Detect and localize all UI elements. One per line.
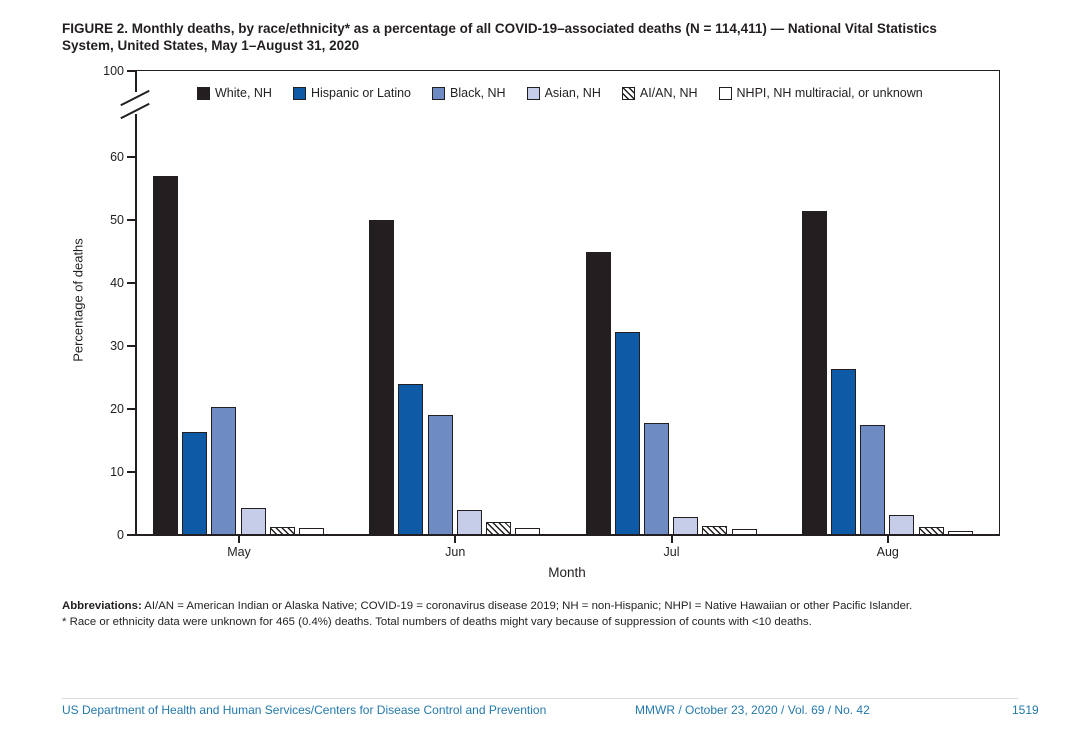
figure-title-line2: System, United States, May 1–August 31, … <box>62 38 360 53</box>
y-axis-tick <box>127 282 135 284</box>
legend-label: AI/AN, NH <box>639 86 698 100</box>
x-axis-tick <box>886 536 889 543</box>
legend-label: NHPI, NH multiracial, or unknown <box>736 86 923 100</box>
figure-title: FIGURE 2. Monthly deaths, by race/ethnic… <box>62 20 1027 54</box>
legend-item: NHPI, NH multiracial, or unknown <box>718 86 923 100</box>
bar <box>240 507 266 535</box>
legend-label: White, NH <box>215 86 272 100</box>
legend-label: Asian, NH <box>544 86 601 100</box>
y-axis-tick <box>127 408 135 410</box>
chart-legend: White, NH Hispanic or Latino Black, NH Asia… <box>197 86 923 100</box>
y-axis-tick <box>127 156 135 158</box>
legend-item: Asian, NH <box>526 86 601 100</box>
bar <box>211 407 237 535</box>
axis-break-patch <box>130 92 142 114</box>
footnote-abbreviations: Abbreviations: AI/AN = American Indian o… <box>62 598 1020 614</box>
bar <box>918 527 944 535</box>
footer-rule <box>62 698 1018 699</box>
legend-swatch <box>718 86 732 100</box>
bar <box>643 422 669 535</box>
x-axis-tick <box>454 536 457 543</box>
bar <box>860 425 886 535</box>
bar <box>673 516 699 535</box>
bar <box>182 432 208 535</box>
legend-swatch <box>621 86 635 100</box>
footer-agency-text: US Department of Health and Human Servic… <box>62 703 547 717</box>
x-axis-label: Month <box>548 565 586 580</box>
y-axis-tick-label: 50 <box>110 213 124 227</box>
footnote-asterisk: * Race or ethnicity data were unknown fo… <box>62 616 812 628</box>
y-axis-tick-label: 40 <box>110 276 124 290</box>
legend-label: Black, NH <box>450 86 506 100</box>
y-axis-tick <box>127 70 135 72</box>
footer-journal-citation: MMWR / October 23, 2020 / Vol. 69 / No. … <box>635 703 870 717</box>
y-axis-tick <box>127 345 135 347</box>
bar <box>269 527 295 535</box>
y-axis-tick-label: 20 <box>110 402 124 416</box>
figure-title-line1: FIGURE 2. Monthly deaths, by race/ethnic… <box>62 21 937 36</box>
footnotes: Abbreviations: AI/AN = American Indian o… <box>62 598 1020 630</box>
x-axis-tick <box>670 536 673 543</box>
bar <box>486 521 512 535</box>
legend-item: Black, NH <box>432 86 506 100</box>
legend-item: White, NH <box>197 86 272 100</box>
legend-swatch <box>432 86 446 100</box>
bar <box>299 528 324 535</box>
bar <box>947 530 973 535</box>
bar <box>398 383 424 535</box>
x-axis-tick-label: Jul <box>663 545 680 559</box>
bar <box>427 415 453 535</box>
x-axis-tick <box>238 536 240 543</box>
bar <box>456 510 482 535</box>
y-axis-tick-label: 0 <box>117 528 124 542</box>
y-axis-tick <box>127 219 135 221</box>
y-axis-tick <box>127 471 135 473</box>
legend-item: Hispanic or Latino <box>292 86 412 100</box>
abbreviations-label: Abbreviations: <box>62 600 142 612</box>
bar <box>369 220 395 535</box>
bar <box>153 175 178 535</box>
legend-swatch <box>292 86 306 100</box>
y-axis-tick-label: 100 <box>103 64 124 78</box>
bar <box>801 210 827 535</box>
x-axis-tick-label: Jun <box>445 545 466 559</box>
bar <box>614 331 640 535</box>
y-axis-tick-label: 10 <box>110 465 124 479</box>
legend-swatch <box>526 86 540 100</box>
x-axis-tick-label: Aug <box>876 545 899 559</box>
abbreviations-text: AI/AN = American Indian or Alaska Native… <box>141 600 913 612</box>
bar <box>830 368 856 535</box>
bar <box>731 529 757 535</box>
y-axis-tick <box>127 534 135 536</box>
legend-label: Hispanic or Latino <box>310 86 412 100</box>
bar <box>585 251 611 535</box>
legend-item: AI/AN, NH <box>621 86 698 100</box>
bar <box>889 515 915 535</box>
bar <box>702 526 728 535</box>
legend-swatch <box>197 86 210 100</box>
footer-page-number: 1519 <box>1012 703 1039 717</box>
bar <box>515 528 541 535</box>
x-axis-tick-label: May <box>227 545 251 559</box>
y-axis-tick-label: 60 <box>110 150 124 164</box>
y-axis-tick-label: 30 <box>110 339 124 353</box>
